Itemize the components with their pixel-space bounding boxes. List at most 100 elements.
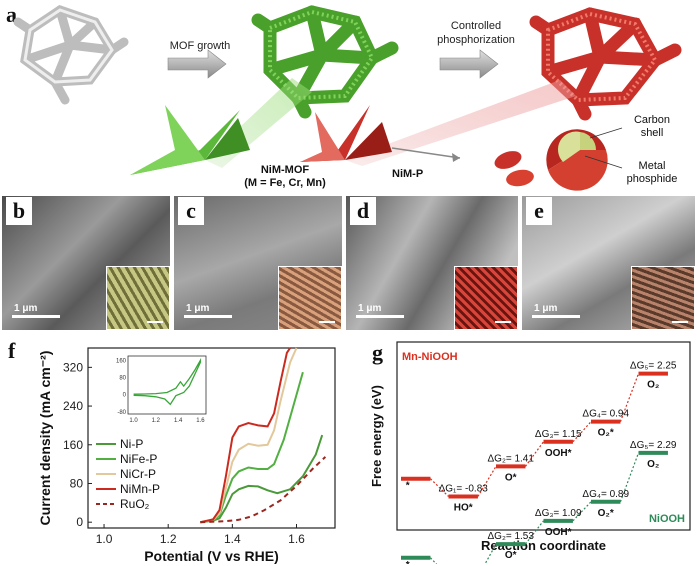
series-line-0: [200, 434, 324, 524]
series-name-niooh: NiOOH: [649, 513, 685, 525]
state-label: O*: [505, 472, 517, 483]
x-tick-label: 1.0: [96, 532, 113, 546]
legend-label: Ni-P: [120, 437, 143, 451]
panel-f-letter: f: [8, 338, 16, 363]
series-line-2: [200, 347, 298, 524]
panel-a-letter: a: [6, 2, 17, 27]
panel-g-letter: g: [372, 340, 383, 365]
arrow-mof-growth: [167, 49, 227, 79]
x-axis-label: Reaction coordinate: [481, 538, 606, 553]
panel-d-letter: d: [350, 197, 376, 225]
scale-bar-b: [12, 315, 60, 318]
scale-text-c: 1 μm: [186, 303, 210, 314]
phosphide-label: NiM-P: [392, 168, 424, 180]
carbon-shell-label-2: shell: [640, 127, 664, 139]
connector: [572, 421, 592, 443]
y-tick-label: 80: [70, 476, 84, 490]
x-tick-label: 1.6: [288, 532, 305, 546]
panel-b-letter: b: [6, 197, 32, 225]
delta-g-label: ΔG₂= 1.53: [488, 531, 535, 542]
connector: [524, 441, 544, 467]
plot-frame-g: [396, 341, 691, 531]
state-label: HO*: [454, 502, 473, 513]
state-label: OOH*: [545, 448, 572, 459]
sem-panel-d: d 1 μm: [346, 196, 518, 330]
y-axis-label: Current density (mA cm⁻²): [37, 351, 53, 526]
y-tick-label: 160: [63, 438, 83, 452]
scale-bar-e: [532, 315, 580, 318]
scale-bar-c: [184, 315, 232, 318]
x-tick-label: 1.2: [160, 532, 177, 546]
connector: [619, 452, 640, 503]
mof-nanosheets: [130, 105, 250, 175]
x-tick-label: 1.4: [224, 532, 241, 546]
state-label: O*: [505, 550, 517, 561]
sem-panel-e: e 1 μm: [522, 196, 695, 330]
delta-g-label: ΔG₄= 0.94: [582, 409, 629, 420]
y-tick-label: 240: [63, 399, 83, 413]
scale-text-b: 1 μm: [14, 303, 38, 314]
series-line-1: [200, 371, 304, 524]
connector: [524, 520, 544, 545]
legend-label: NiCr-P: [120, 467, 156, 481]
carbon-shell-label-1: Carbon: [633, 114, 671, 126]
delta-g-label: ΔG₅= 2.29: [630, 440, 677, 451]
sem-inset-b: [106, 266, 170, 330]
y-tick-label: 0: [76, 515, 83, 529]
panel-a-schematic: [13, 5, 682, 191]
sem-panel-b: b 1 μm: [2, 196, 170, 330]
arrow-phosphorization: [439, 49, 499, 79]
inset-y-tick: 80: [119, 375, 126, 381]
state-label: O₂*: [598, 428, 614, 439]
metal-phosphide-label-1: Metal: [638, 160, 666, 172]
mof-label-1: NiM-MOF: [260, 164, 310, 176]
delta-g-label: ΔG₅= 2.25: [630, 361, 677, 372]
connector: [430, 557, 438, 564]
scale-text-e: 1 μm: [534, 303, 558, 314]
inset-cv-curve: [133, 357, 202, 406]
connector: [477, 466, 497, 497]
state-label: *: [406, 481, 410, 492]
legend-label: NiFe-P: [120, 452, 157, 466]
scale-text-d: 1 μm: [358, 303, 382, 314]
phosphorization-label-2: phosphorization: [437, 34, 515, 46]
x-axis-label: Potential (V vs RHE): [144, 548, 279, 564]
delta-g-label: ΔG₂= 1.41: [488, 453, 535, 464]
state-label: O₂: [647, 380, 659, 391]
scale-bar-d: [356, 315, 404, 318]
free-energy-chart: Reaction coordinate Free energy (eV) * HO* O…: [369, 341, 691, 564]
delta-g-label: ΔG₃= 1.09: [535, 508, 582, 519]
panel-e-letter: e: [526, 197, 552, 225]
state-label: O₂: [647, 459, 659, 470]
panel-c-letter: c: [178, 197, 204, 225]
state-label: OOH*: [545, 527, 572, 538]
y-tick-label: 320: [63, 360, 83, 374]
delta-g-label: ΔG₁= -0.83: [439, 483, 489, 494]
core-shell-particle: [546, 129, 608, 191]
series-line-3: [200, 347, 291, 524]
inset-frame: [127, 355, 207, 415]
sem-inset-d: [454, 266, 518, 330]
legend-label: RuO₂: [120, 497, 150, 511]
inset-y-tick: 0: [123, 393, 127, 399]
inset-y-tick: -80: [117, 410, 126, 416]
connector: [572, 501, 592, 522]
delta-g-label: ΔG₃= 1.15: [535, 429, 582, 440]
series-name-mn-niooh: Mn-NiOOH: [402, 351, 458, 363]
inset-x-tick: 1.2: [152, 418, 161, 424]
mof-label-2: (M = Fe, Cr, Mn): [244, 177, 326, 189]
delta-g-label: ΔG₄= 0.89: [582, 489, 629, 500]
phosphorization-label-1: Controlled: [450, 20, 502, 32]
inset-x-tick: 1.4: [174, 418, 183, 424]
y-axis-label: Free energy (eV): [369, 385, 384, 487]
inset-y-tick: 160: [116, 358, 127, 364]
series-line-4: [200, 456, 327, 524]
connector: [430, 478, 449, 497]
sem-inset-e: [631, 266, 695, 330]
state-label: O₂*: [598, 508, 614, 519]
inset-x-tick: 1.0: [129, 418, 138, 424]
mof-growth-label: MOF growth: [169, 40, 231, 52]
sem-panel-c: c 1 μm: [174, 196, 342, 330]
state-label: *: [406, 560, 410, 564]
sem-inset-c: [278, 266, 342, 330]
